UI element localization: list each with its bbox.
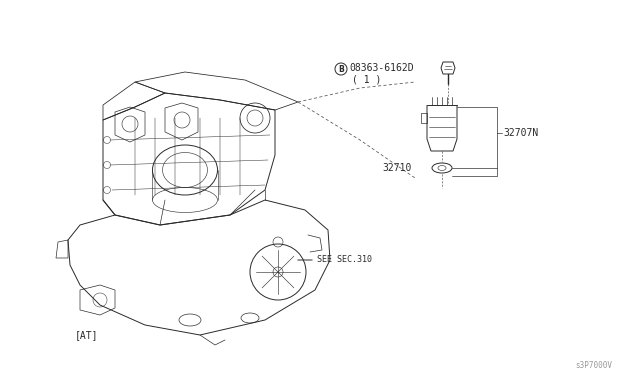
Text: s3P7000V: s3P7000V [575, 362, 612, 371]
Text: SEE SEC.310: SEE SEC.310 [317, 256, 372, 264]
Text: 08363-6162D: 08363-6162D [349, 63, 413, 73]
Text: ( 1 ): ( 1 ) [352, 74, 381, 84]
Text: [AT]: [AT] [75, 330, 99, 340]
Text: 32707N: 32707N [503, 128, 538, 138]
Text: B: B [338, 64, 344, 74]
Text: 32710: 32710 [383, 163, 412, 173]
